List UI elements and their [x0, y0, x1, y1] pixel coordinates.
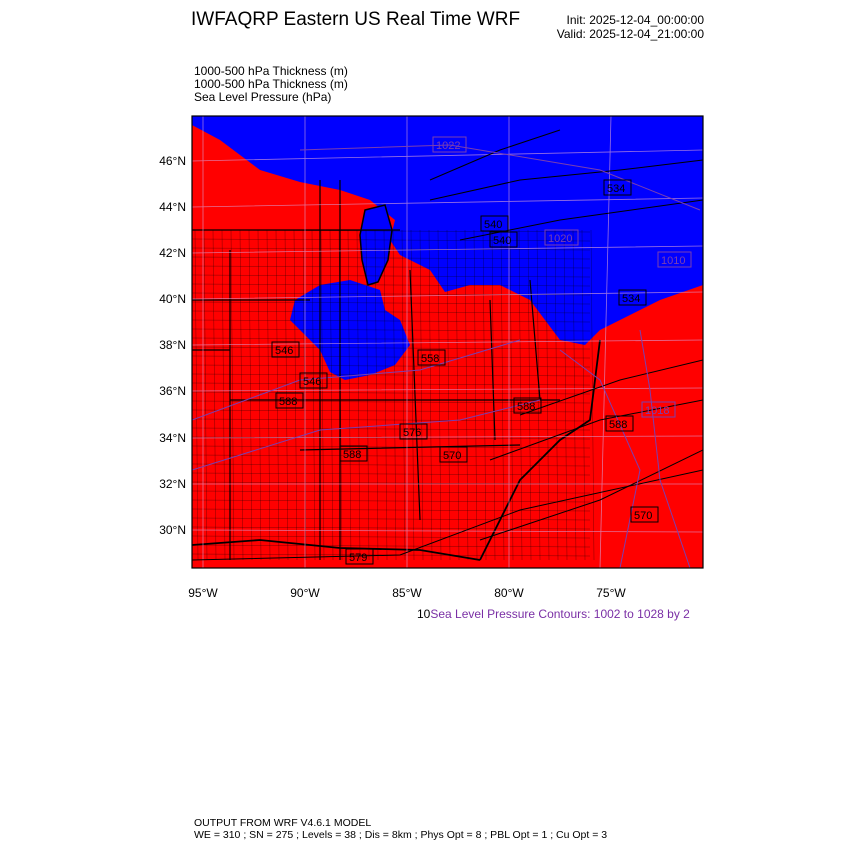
thickness-label: 570 [630, 506, 659, 523]
lon-label: 80°W [494, 586, 524, 600]
lat-label: 34°N [159, 431, 186, 445]
thickness-label: 540 [489, 231, 518, 248]
svg-text:1018: 1018 [645, 405, 669, 417]
lat-label: 36°N [159, 384, 186, 398]
lat-label: 46°N [159, 154, 186, 168]
graticule [192, 116, 703, 568]
thickness-label: 546 [299, 372, 328, 389]
svg-text:540: 540 [493, 235, 511, 247]
thickness-label: 534 [618, 289, 647, 306]
pressure-label: 1018 [641, 401, 676, 418]
lon-label: 75°W [596, 586, 626, 600]
thickness-label: 570 [439, 446, 468, 463]
lake-michigan [359, 204, 393, 286]
thickness-label: 540 [480, 215, 509, 232]
contour-info-prefix: 10 [417, 607, 431, 621]
thickness-label: 588 [605, 415, 634, 432]
thickness-label: 546 [271, 341, 300, 358]
model-config: WE = 310 ; SN = 275 ; Levels = 38 ; Dis … [194, 829, 608, 841]
lon-label: 90°W [290, 586, 320, 600]
model-info: OUTPUT FROM WRF V4.6.1 MODEL WE = 310 ; … [194, 817, 607, 841]
svg-text:588: 588 [343, 449, 361, 461]
thickness-contours [192, 129, 703, 561]
map-frame [191, 115, 704, 569]
state-borders [192, 180, 601, 561]
svg-text:576: 576 [403, 427, 421, 439]
lat-label: 40°N [159, 292, 186, 306]
pressure-label: 1010 [657, 251, 692, 268]
lat-axis: 46°N 44°N 42°N 40°N 38°N 36°N 34°N 32°N … [159, 154, 186, 537]
svg-text:558: 558 [421, 353, 439, 365]
svg-text:579: 579 [349, 552, 367, 564]
run-times: Init: 2025-12-04_00:00:00 Valid: 2025-12… [557, 13, 704, 41]
thickness-label: 588 [275, 392, 304, 409]
thickness-label-group: 570 579 588 588 546 546 588 588 558 570 … [271, 179, 659, 565]
county-grid [192, 229, 595, 561]
plot-title: IWFAQRP Eastern US Real Time WRF [191, 9, 521, 30]
lat-label: 42°N [159, 246, 186, 260]
svg-text:546: 546 [303, 376, 321, 388]
init-time: Init: 2025-12-04_00:00:00 [566, 13, 704, 27]
lat-label: 30°N [159, 523, 186, 537]
lat-label: 32°N [159, 477, 186, 491]
field-label: 1000-500 hPa Thickness (m) [194, 64, 348, 78]
svg-text:570: 570 [443, 450, 461, 462]
cold-region [192, 116, 703, 345]
pressure-contours [192, 144, 701, 568]
thickness-label: 579 [345, 548, 374, 565]
pressure-label: 1022 [432, 136, 467, 153]
svg-text:1022: 1022 [436, 140, 460, 152]
svg-text:588: 588 [609, 419, 627, 431]
field-label: Sea Level Pressure (hPa) [194, 90, 332, 104]
lon-label: 85°W [392, 586, 422, 600]
svg-text:588: 588 [279, 396, 297, 408]
lat-label: 38°N [159, 338, 186, 352]
thickness-label: 576 [399, 423, 428, 440]
thickness-label: 588 [513, 397, 542, 414]
thickness-label: 558 [417, 349, 446, 366]
pressure-label: 1020 [544, 229, 579, 246]
valid-time: Valid: 2025-12-04_21:00:00 [556, 27, 704, 41]
county-borders [192, 229, 595, 561]
svg-text:570: 570 [634, 510, 652, 522]
svg-text:1010: 1010 [661, 255, 685, 267]
svg-text:540: 540 [484, 219, 502, 231]
pressure-label-group: 1022 1018 1010 1020 [432, 136, 692, 418]
lat-label: 44°N [159, 200, 186, 214]
contour-info: 10Sea Level Pressure Contours: 1002 to 1… [417, 607, 690, 621]
svg-text:534: 534 [622, 293, 640, 305]
svg-text:546: 546 [275, 345, 293, 357]
lon-axis: 95°W 90°W 85°W 80°W 75°W [188, 586, 626, 600]
field-list: 1000-500 hPa Thickness (m) 1000-500 hPa … [194, 65, 348, 104]
svg-text:588: 588 [517, 401, 535, 413]
thickness-label: 534 [603, 179, 632, 196]
model-version: OUTPUT FROM WRF V4.6.1 MODEL [194, 817, 372, 829]
svg-text:1020: 1020 [548, 233, 572, 245]
slp-contour-info: Sea Level Pressure Contours: 1002 to 102… [430, 607, 690, 621]
field-label: 1000-500 hPa Thickness (m) [194, 77, 348, 91]
svg-text:534: 534 [607, 183, 625, 195]
lon-label: 95°W [188, 586, 218, 600]
thickness-label: 588 [339, 445, 368, 462]
